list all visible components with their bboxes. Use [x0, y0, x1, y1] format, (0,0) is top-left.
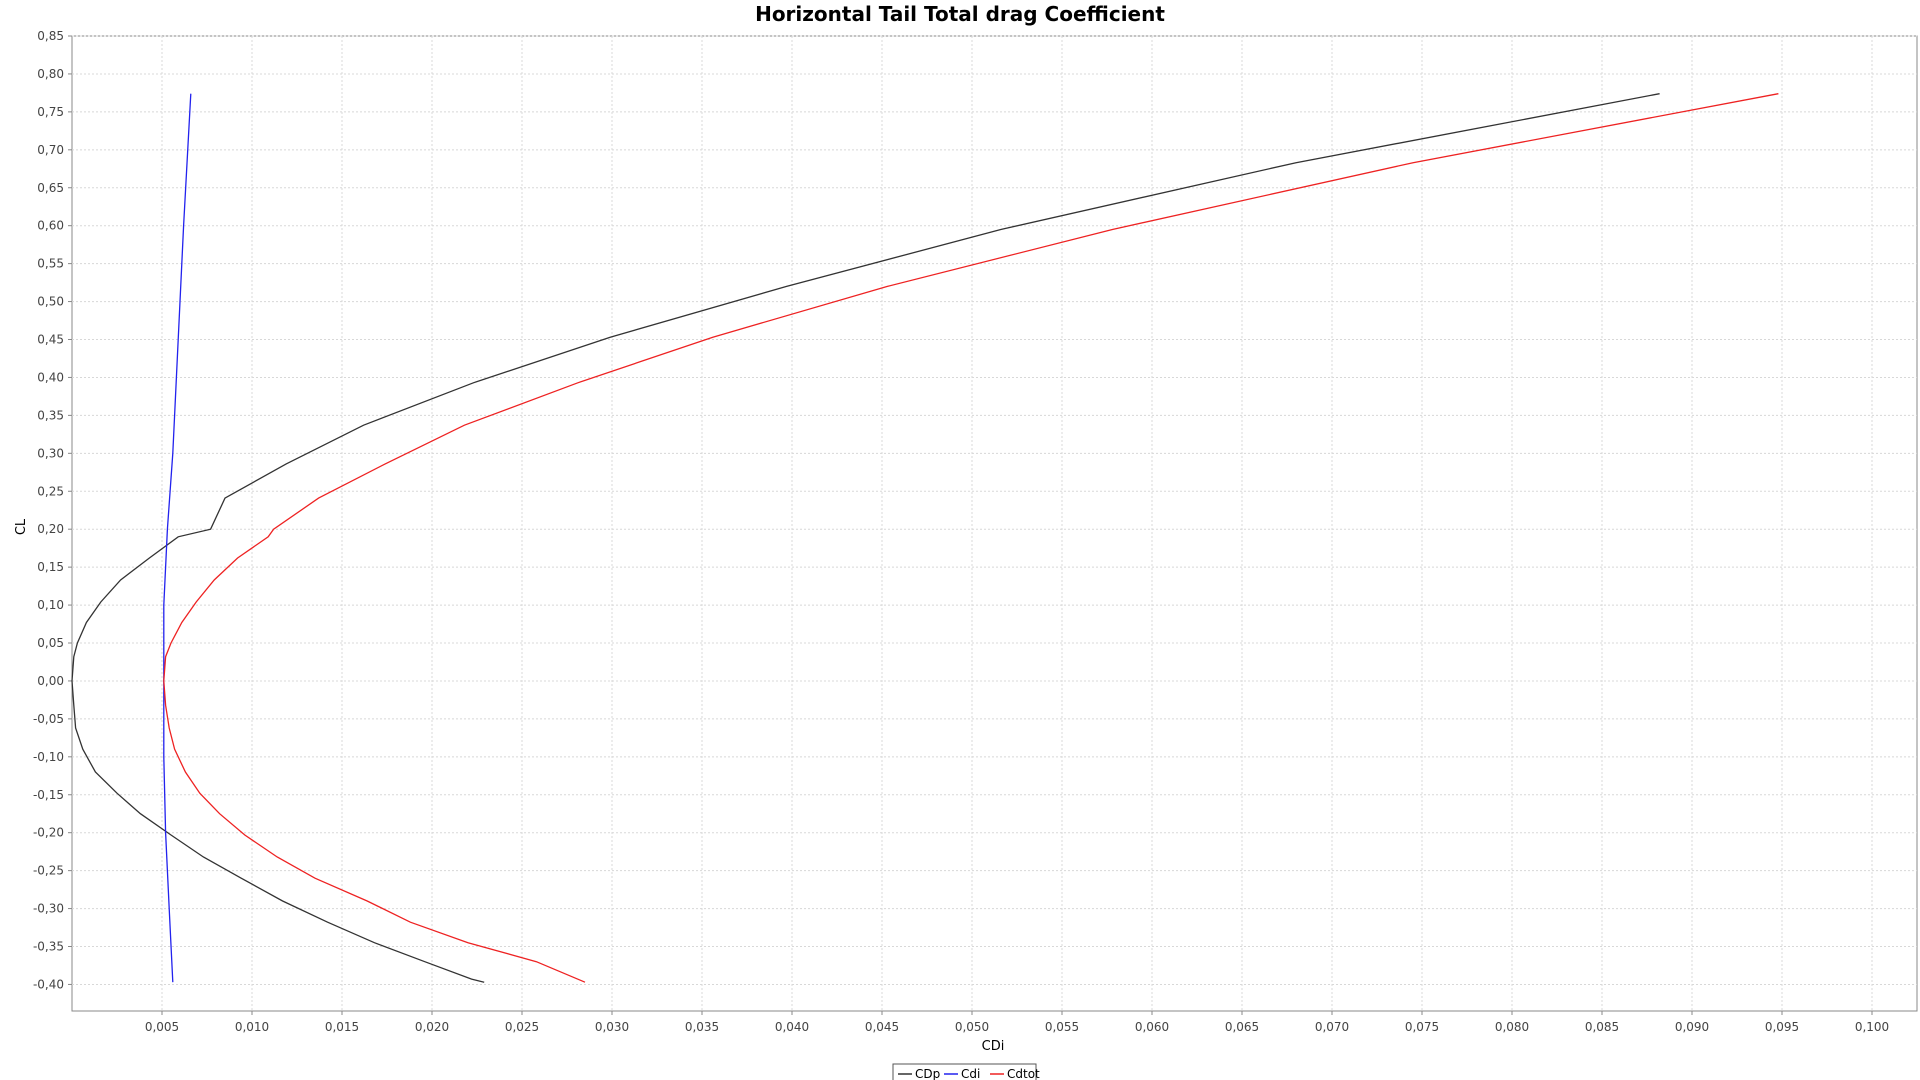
y-tick-label: 0,75	[37, 105, 64, 119]
y-tick-label: 0,65	[37, 181, 64, 195]
y-tick-label: 0,60	[37, 219, 64, 233]
x-axis-label: CDi	[982, 1039, 1005, 1054]
x-tick-label: 0,070	[1315, 1020, 1349, 1034]
x-tick-label: 0,020	[415, 1020, 449, 1034]
y-tick-label: 0,15	[37, 560, 64, 574]
x-tick-label: 0,045	[865, 1020, 899, 1034]
y-tick-label: 0,20	[37, 522, 64, 536]
y-tick-label: 0,85	[37, 29, 64, 43]
series-line-cdtot	[163, 93, 1779, 983]
x-tick-label: 0,030	[595, 1020, 629, 1034]
x-tick-label: 0,085	[1585, 1020, 1619, 1034]
y-tick-label: -0,25	[33, 864, 64, 878]
x-tick-label: 0,055	[1045, 1020, 1079, 1034]
x-axis-ticks: 0,005 0,010 0,015 0,020 0,025 0,030 0,035 0,040…	[145, 1011, 1889, 1034]
y-tick-label: 0,10	[37, 598, 64, 612]
x-tick-label: 0,075	[1405, 1020, 1439, 1034]
grid-lines	[72, 35, 1917, 1011]
y-tick-label: -0,10	[33, 750, 64, 764]
x-tick-label: 0,060	[1135, 1020, 1169, 1034]
y-tick-label: 0,25	[37, 484, 64, 498]
y-tick-label: -0,05	[33, 712, 64, 726]
x-tick-label: 0,065	[1225, 1020, 1259, 1034]
y-tick-label: 0,30	[37, 446, 64, 460]
legend-label-cdi: Cdi	[961, 1067, 980, 1080]
y-tick-label: 0,40	[37, 370, 64, 384]
series-line-cdp	[71, 93, 1660, 983]
chart-title: Horizontal Tail Total drag Coefficient	[755, 2, 1165, 26]
y-tick-label: 0,05	[37, 636, 64, 650]
plot-background	[71, 35, 1918, 1012]
y-tick-label: 0,55	[37, 257, 64, 271]
y-tick-label: 0,45	[37, 333, 64, 347]
y-axis-ticks: 0,85 0,80 0,75 0,70 0,65 0,60 0,55 0,50 0,45 0,40…	[33, 29, 72, 991]
y-tick-label: 0,00	[37, 674, 64, 688]
y-tick-label: 0,70	[37, 143, 64, 157]
legend: CDp Cdi Cdtot	[892, 1063, 1040, 1080]
x-tick-label: 0,040	[775, 1020, 809, 1034]
legend-box	[892, 1063, 1037, 1080]
x-tick-label: 0,095	[1765, 1020, 1799, 1034]
y-tick-label: -0,40	[33, 977, 64, 991]
y-tick-label: 0,80	[37, 67, 64, 81]
series-line-cdi	[163, 93, 192, 983]
y-axis-label: CL	[14, 518, 29, 535]
x-tick-label: 0,035	[685, 1020, 719, 1034]
y-tick-label: -0,30	[33, 902, 64, 916]
y-tick-label: 0,35	[37, 408, 64, 422]
y-tick-label: 0,50	[37, 295, 64, 309]
x-tick-label: 0,050	[955, 1020, 989, 1034]
x-tick-label: 0,080	[1495, 1020, 1529, 1034]
x-tick-label: 0,090	[1675, 1020, 1709, 1034]
series-group	[71, 93, 1779, 983]
x-tick-label: 0,100	[1855, 1020, 1889, 1034]
legend-label-cdp: CDp	[915, 1067, 940, 1080]
y-tick-label: -0,15	[33, 788, 64, 802]
y-tick-label: -0,20	[33, 826, 64, 840]
legend-label-cdtot: Cdtot	[1007, 1067, 1040, 1080]
x-tick-label: 0,010	[235, 1020, 269, 1034]
x-tick-label: 0,005	[145, 1020, 179, 1034]
x-tick-label: 0,025	[505, 1020, 539, 1034]
x-tick-label: 0,015	[325, 1020, 359, 1034]
y-tick-label: -0,35	[33, 940, 64, 954]
